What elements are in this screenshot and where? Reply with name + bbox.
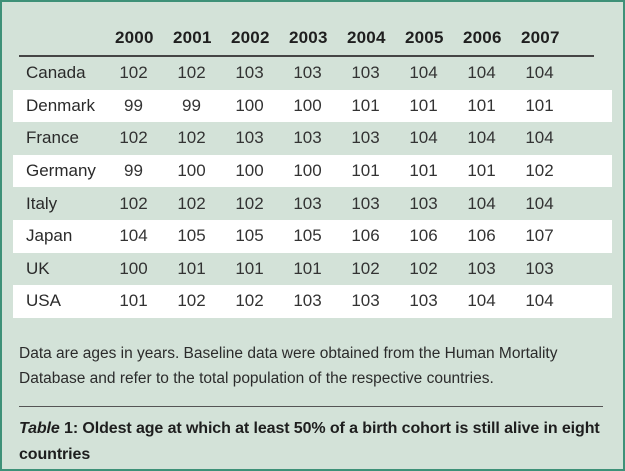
table-cell: 104 [409, 63, 438, 83]
table-cell: 100 [235, 161, 264, 181]
row-header-country: Italy [26, 193, 58, 213]
caption-text: Oldest age at which at least 50% of a bi… [19, 419, 600, 463]
table-row-france: France 102 102 103 103 103 104 104 104 [13, 122, 612, 155]
table-cell: 103 [351, 193, 380, 213]
table-cell: 103 [409, 291, 438, 311]
column-header-year: 2006 [463, 28, 502, 47]
column-header-year: 2001 [173, 28, 212, 47]
table-row-uk: UK 100 101 101 101 102 102 103 103 [13, 253, 612, 286]
table-cell: 101 [467, 95, 496, 115]
table-cell: 105 [177, 226, 206, 246]
table-cell: 100 [293, 161, 322, 181]
header-rule [19, 55, 594, 57]
table-cell: 99 [124, 95, 143, 115]
table-cell: 106 [467, 226, 496, 246]
table-cell: 104 [525, 291, 554, 311]
table-cell: 101 [467, 161, 496, 181]
table-cell: 104 [119, 226, 148, 246]
column-header-year: 2000 [115, 28, 154, 47]
table-row-canada: Canada 102 102 103 103 103 104 104 104 [13, 57, 612, 90]
table-cell: 100 [119, 258, 148, 278]
column-header-year: 2002 [231, 28, 270, 47]
table-cell: 102 [119, 193, 148, 213]
table-cell: 102 [177, 128, 206, 148]
table-cell: 99 [182, 95, 201, 115]
caption-table-number: 1: [59, 419, 83, 437]
table-caption: Table 1: Oldest age at which at least 50… [19, 416, 611, 468]
table-cell: 103 [351, 128, 380, 148]
table-cell: 103 [467, 258, 496, 278]
table-cell: 101 [293, 258, 322, 278]
table-cell: 103 [293, 128, 322, 148]
table-cell: 102 [351, 258, 380, 278]
column-header-year: 2005 [405, 28, 444, 47]
table-cell: 107 [525, 226, 554, 246]
table-cell: 100 [177, 161, 206, 181]
table-cell: 102 [177, 193, 206, 213]
table-cell: 103 [351, 63, 380, 83]
table-cell: 106 [409, 226, 438, 246]
table-cell: 102 [525, 161, 554, 181]
table-row-japan: Japan 104 105 105 105 106 106 106 107 [13, 219, 612, 253]
row-header-country: UK [26, 258, 50, 278]
table-cell: 104 [467, 291, 496, 311]
table-cell: 101 [409, 95, 438, 115]
table-header-row: 2000 2001 2002 2003 2004 2005 2006 2007 [13, 2, 612, 55]
column-header-year: 2007 [521, 28, 560, 47]
table-cell: 105 [235, 226, 264, 246]
table-cell: 104 [525, 63, 554, 83]
table-cell: 103 [293, 63, 322, 83]
table-cell: 101 [525, 95, 554, 115]
row-header-country: Canada [26, 63, 86, 83]
column-header-year: 2004 [347, 28, 386, 47]
table-footnote: Data are ages in years. Baseline data we… [19, 344, 558, 387]
table-cell: 100 [293, 95, 322, 115]
column-header-year: 2003 [289, 28, 328, 47]
table-cell: 106 [351, 226, 380, 246]
table-cell: 102 [235, 291, 264, 311]
table-cell: 103 [235, 63, 264, 83]
data-table: 2000 2001 2002 2003 2004 2005 2006 2007 … [13, 2, 612, 318]
table-cell: 103 [351, 291, 380, 311]
row-header-country: USA [26, 291, 61, 311]
row-header-country: Germany [26, 161, 96, 181]
table-row-germany: Germany 99 100 100 100 101 101 101 102 [13, 154, 612, 188]
table-cell: 104 [467, 63, 496, 83]
row-header-country: France [26, 128, 79, 148]
table-cell: 104 [525, 193, 554, 213]
table-row-usa: USA 101 102 102 103 103 103 104 104 [13, 285, 612, 318]
table-cell: 103 [525, 258, 554, 278]
row-header-country: Japan [26, 226, 73, 246]
table-cell: 101 [177, 258, 206, 278]
table-cell: 102 [177, 63, 206, 83]
caption-table-label: Table [19, 419, 60, 437]
table-cell: 99 [124, 161, 143, 181]
table-cell: 103 [293, 291, 322, 311]
caption-rule [19, 405, 603, 407]
table-cell: 101 [351, 161, 380, 181]
table-row-denmark: Denmark 99 99 100 100 101 101 101 101 [13, 89, 612, 123]
table-cell: 101 [409, 161, 438, 181]
table-cell: 102 [119, 128, 148, 148]
table-cell: 102 [119, 63, 148, 83]
table-cell: 101 [351, 95, 380, 115]
table-cell: 102 [409, 258, 438, 278]
table-cell: 100 [235, 95, 264, 115]
table-row-italy: Italy 102 102 102 103 103 103 104 104 [13, 187, 612, 220]
table-cell: 101 [119, 291, 148, 311]
table-cell: 104 [467, 128, 496, 148]
table-cell: 102 [177, 291, 206, 311]
table-cell: 104 [525, 128, 554, 148]
table-cell: 103 [409, 193, 438, 213]
row-header-country: Denmark [26, 95, 95, 115]
table-cell: 101 [235, 258, 264, 278]
table-cell: 105 [293, 226, 322, 246]
table-cell: 104 [467, 193, 496, 213]
table-cell: 102 [235, 193, 264, 213]
table-cell: 103 [293, 193, 322, 213]
table-cell: 104 [409, 128, 438, 148]
table-cell: 103 [235, 128, 264, 148]
